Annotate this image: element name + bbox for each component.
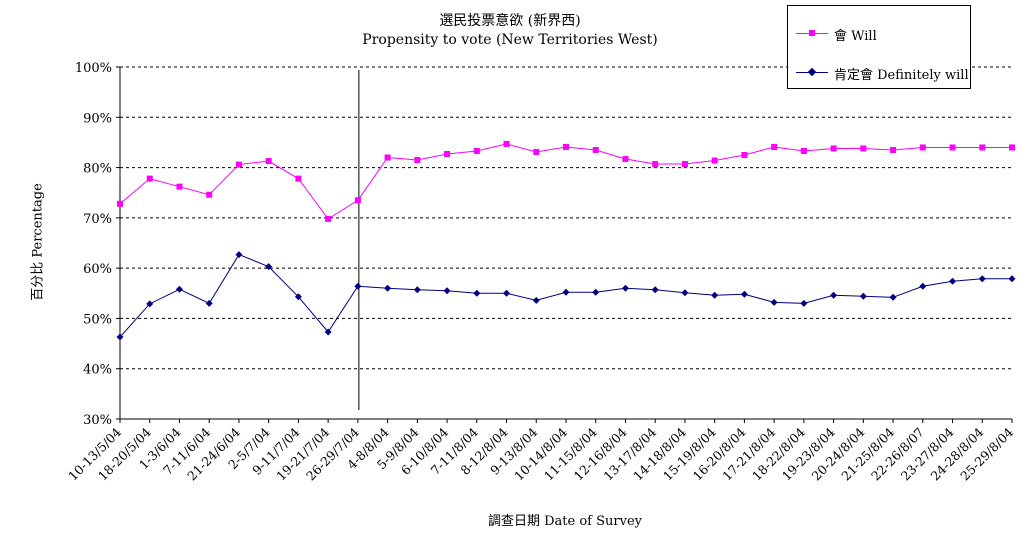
legend-label-will: 會 Will (834, 29, 877, 44)
data-point-definitely-will (175, 285, 183, 293)
data-point-will (235, 161, 242, 168)
y-tick-label: 40% (83, 363, 112, 378)
data-point-will (800, 147, 807, 154)
data-point-will (503, 140, 510, 147)
data-point-definitely-will (651, 286, 659, 294)
y-tick-label: 30% (83, 413, 112, 428)
y-tick-label: 100% (75, 61, 112, 76)
data-point-definitely-will (740, 290, 748, 298)
data-point-definitely-will (324, 328, 332, 336)
legend: 會 Will 肯定會 Definitely will (787, 5, 971, 89)
y-axis-label: 百分比 Percentage (30, 183, 46, 301)
data-point-definitely-will (413, 286, 421, 294)
data-point-will (1009, 144, 1015, 151)
data-point-definitely-will (681, 289, 689, 297)
data-point-will (771, 143, 778, 150)
legend-marker-definitely-will (807, 67, 817, 77)
data-point-definitely-will (889, 293, 897, 301)
data-point-definitely-will (949, 277, 957, 285)
data-point-definitely-will (294, 293, 302, 301)
data-point-definitely-will (859, 292, 867, 300)
data-point-will (533, 148, 540, 155)
data-point-definitely-will (978, 275, 986, 283)
data-point-definitely-will (503, 289, 511, 297)
series-line-will (119, 143, 1012, 220)
legend-marker-will (809, 30, 815, 36)
data-point-will (919, 144, 926, 151)
data-point-definitely-will (919, 282, 927, 290)
data-point-will (563, 143, 569, 150)
data-point-definitely-will (205, 299, 213, 307)
data-point-definitely-will (473, 289, 481, 297)
data-point-will (444, 150, 451, 157)
data-point-will (354, 197, 361, 204)
data-point-will (325, 215, 332, 222)
data-point-definitely-will (592, 288, 600, 296)
data-point-will (592, 146, 599, 153)
y-tick-label: 90% (83, 111, 112, 126)
x-axis-label: 調查日期 Date of Survey (487, 514, 643, 529)
data-point-will (176, 183, 183, 190)
data-point-will (711, 157, 718, 164)
data-point-definitely-will (235, 251, 243, 259)
legend-item-will: 會 Will (788, 23, 970, 44)
series-line-definitely-will (119, 253, 1012, 338)
data-point-will (860, 145, 867, 152)
y-tick-label: 80% (83, 162, 112, 177)
data-point-definitely-will (443, 287, 451, 295)
legend-item-definitely-will: 肯定會 Definitely will (788, 62, 970, 83)
data-point-will (681, 161, 688, 168)
data-point-definitely-will (265, 263, 273, 271)
data-point-will (117, 200, 123, 207)
data-point-will (652, 161, 659, 168)
y-tick-label: 60% (83, 262, 112, 277)
y-tick-label: 50% (83, 312, 112, 327)
data-point-definitely-will (146, 300, 154, 308)
data-point-will (265, 158, 272, 165)
data-point-definitely-will (1008, 275, 1016, 283)
legend-label-definitely-will: 肯定會 Definitely will (834, 68, 969, 83)
data-point-definitely-will (532, 296, 540, 304)
data-point-will (295, 175, 302, 182)
data-point-will (830, 145, 837, 152)
data-point-will (890, 146, 897, 153)
data-point-will (979, 144, 986, 151)
data-point-will (473, 147, 480, 154)
data-point-will (741, 152, 748, 158)
data-point-will (384, 154, 391, 161)
data-point-definitely-will (384, 284, 392, 292)
data-point-definitely-will (770, 298, 778, 306)
data-point-will (146, 175, 153, 182)
data-point-definitely-will (800, 299, 808, 307)
chart-title: 選民投票意欲 (新界西) (439, 13, 581, 29)
chart-subtitle: Propensity to vote (New Territories West… (362, 32, 658, 48)
data-point-definitely-will (621, 284, 629, 292)
data-point-definitely-will (562, 288, 570, 296)
data-point-definitely-will (116, 333, 124, 341)
data-point-definitely-will (830, 291, 838, 299)
data-point-definitely-will (354, 282, 362, 290)
data-point-will (206, 191, 213, 198)
y-tick-label: 70% (83, 212, 112, 227)
data-point-will (949, 144, 956, 151)
data-point-will (622, 156, 629, 163)
data-point-definitely-will (711, 291, 719, 299)
data-point-will (414, 157, 421, 164)
